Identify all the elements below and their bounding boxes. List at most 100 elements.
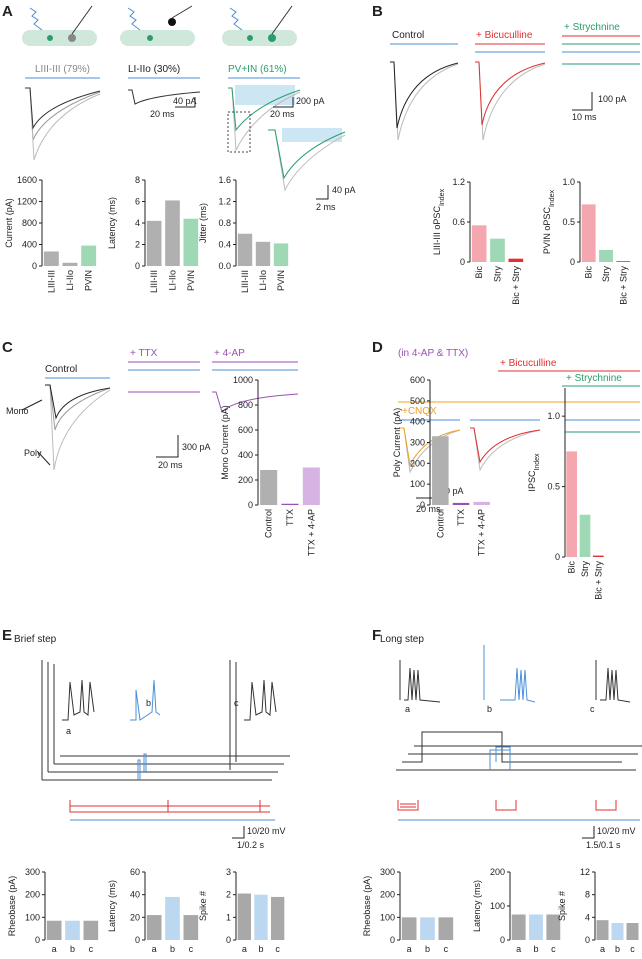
y-tick-label: 100: [490, 901, 505, 911]
y-axis-label-text: Current (pA): [4, 198, 14, 248]
x-tick-label: a: [600, 944, 605, 954]
y-tick-label: 600: [410, 375, 425, 385]
x-tick-label: LIII-III: [46, 270, 56, 293]
annotation: 40 pA: [332, 185, 356, 195]
annotation: +CNQX: [402, 406, 437, 417]
y-axis-label: PVIN oPSCIndex: [542, 189, 556, 254]
y-tick-label: 1000: [233, 375, 253, 385]
x-tick-label: Stry: [601, 266, 611, 283]
bar: [420, 917, 435, 940]
bar: [471, 225, 487, 262]
annotation: 1/0.2 s: [237, 840, 265, 850]
y-axis-label-text: PVIN oPSC: [542, 207, 552, 255]
y-tick-label: 0: [420, 500, 425, 510]
bar: [596, 920, 609, 940]
y-tick-label: 800: [22, 218, 37, 228]
x-tick-label: LI-IIo: [258, 270, 268, 291]
y-tick-label: 300: [410, 438, 425, 448]
bar: [626, 923, 639, 940]
y-tick-label: 6: [135, 197, 140, 207]
bar: [438, 917, 454, 940]
y-tick-label: 400: [238, 450, 253, 460]
y-tick-label: 12: [580, 867, 590, 877]
y-tick-label: 200: [25, 890, 40, 900]
annotation: + Strychnine: [566, 373, 622, 384]
bar: [165, 200, 180, 266]
y-axis-label: IPSCIndex: [527, 453, 541, 492]
y-tick-label: 0: [35, 935, 40, 945]
annotation: 60 pA: [440, 486, 464, 496]
bar: [452, 502, 470, 505]
x-tick-label: TTX: [456, 509, 466, 526]
y-axis-label: LIII-III oPSCIndex: [432, 188, 446, 255]
bar: [611, 923, 624, 940]
annotation: Mono: [6, 406, 29, 416]
x-tick-label: LI-IIo: [65, 270, 75, 291]
y-axis-label-text: Mono Current (pA): [220, 405, 230, 480]
panel-letter: E: [2, 627, 12, 644]
traces: [390, 35, 640, 141]
traces: [41, 660, 290, 839]
y-tick-label: 0.0: [218, 261, 231, 271]
y-axis-label-text: Latency (ms): [107, 880, 117, 932]
y-axis-label: Latency (ms): [107, 197, 117, 249]
y-tick-label: 60: [130, 867, 140, 877]
y-axis-label: Rheobase (pA): [362, 876, 372, 937]
bar: [546, 914, 561, 940]
y-tick-label: 100: [25, 912, 40, 922]
annotation: 20 ms: [158, 460, 183, 470]
x-tick-label: b: [615, 944, 620, 954]
y-tick-label: 1.2: [218, 197, 231, 207]
y-tick-label: 100: [380, 912, 395, 922]
y-axis-label: Mono Current (pA): [220, 405, 230, 480]
annotation: a: [66, 726, 71, 736]
schematics: [22, 5, 297, 46]
y-axis-label: Jitter (ms): [198, 203, 208, 243]
y-tick-label: 400: [410, 417, 425, 427]
annotation: c: [234, 698, 239, 708]
y-tick-label: 1200: [17, 197, 37, 207]
x-tick-label: Stry: [493, 266, 503, 283]
x-tick-label: Bic: [474, 266, 484, 279]
bar: [593, 555, 604, 557]
y-tick-label: 0: [460, 257, 465, 267]
y-tick-label: 0: [500, 935, 505, 945]
bar: [401, 917, 417, 940]
y-tick-label: 40: [130, 890, 140, 900]
annotation: Control: [392, 30, 424, 41]
annotation: LI-IIo (30%): [128, 64, 180, 75]
y-tick-label: 0: [135, 261, 140, 271]
bar: [254, 894, 268, 940]
x-tick-label: b: [425, 944, 430, 954]
y-tick-label: 2: [226, 890, 231, 900]
y-axis-label-text: Spike #: [557, 891, 567, 921]
annotation: + 4-AP: [214, 348, 245, 359]
x-tick-label: Bic + Stry: [511, 266, 521, 305]
bar: [62, 262, 78, 266]
y-tick-label: 1600: [17, 175, 37, 185]
bar: [579, 514, 591, 557]
bar: [273, 243, 289, 266]
bar: [281, 503, 299, 505]
y-tick-label: 200: [410, 458, 425, 468]
bar: [165, 896, 180, 940]
annotation: 300 pA: [182, 442, 211, 452]
y-tick-label: 0: [585, 935, 590, 945]
x-tick-label: LI-IIo: [168, 270, 178, 291]
x-tick-label: TTX + 4-AP: [477, 509, 487, 556]
bar: [146, 915, 162, 940]
x-tick-label: b: [170, 944, 175, 954]
bar: [65, 920, 80, 940]
y-tick-label: 200: [490, 867, 505, 877]
panel-letter: B: [372, 3, 383, 20]
y-tick-label: 300: [380, 867, 395, 877]
panel-letter: F: [372, 627, 381, 644]
x-tick-label: PVIN: [186, 270, 196, 291]
y-axis-label: Current (pA): [4, 198, 14, 248]
y-axis-label-text: Latency (ms): [472, 880, 482, 932]
y-tick-label: 20: [130, 912, 140, 922]
annotation: Control: [45, 364, 77, 375]
y-axis-label-sub: Index: [534, 453, 541, 471]
y-tick-label: 0.4: [218, 240, 231, 250]
bar: [616, 261, 631, 262]
